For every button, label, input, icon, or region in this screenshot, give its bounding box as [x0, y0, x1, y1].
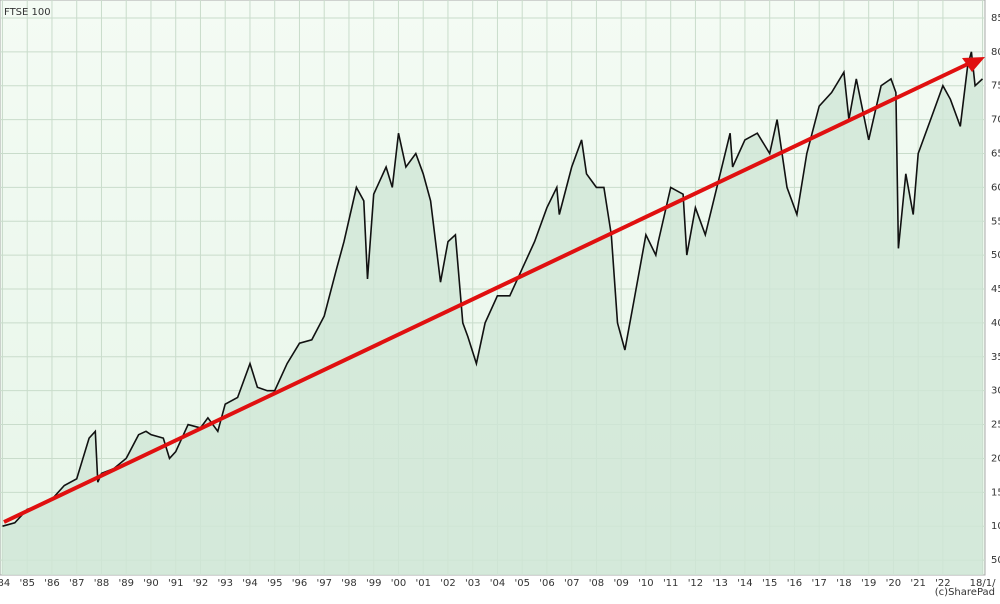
- price-line: [2, 51, 984, 527]
- copyright: (c)SharePad: [935, 587, 995, 598]
- y-tick-label: 2500: [991, 420, 1000, 431]
- y-tick-label: 2000: [991, 453, 1000, 464]
- y-tick-label: 6000: [991, 182, 1000, 193]
- x-tick-label: '94: [242, 578, 257, 589]
- y-tick-label: 500: [991, 555, 1000, 566]
- y-tick-label: 4500: [991, 284, 1000, 295]
- x-tick-label: '21: [910, 578, 925, 589]
- y-tick-label: 5500: [991, 216, 1000, 227]
- y-tick-label: 7500: [991, 81, 1000, 92]
- x-tick-label: '85: [19, 578, 34, 589]
- x-tick-label: '16: [787, 578, 802, 589]
- x-tick-label: '95: [267, 578, 282, 589]
- x-tick-label: '10: [638, 578, 653, 589]
- x-tick-label: '00: [391, 578, 406, 589]
- y-tick-label: 6500: [991, 148, 1000, 159]
- x-tick-label: '07: [564, 578, 579, 589]
- y-tick-label: 8500: [991, 13, 1000, 24]
- area-fill: [2, 51, 983, 575]
- x-tick-label: '93: [217, 578, 232, 589]
- x-tick-label: '02: [440, 578, 455, 589]
- x-tick-label: 18/1/: [970, 578, 996, 589]
- trend-arrowhead: [962, 57, 985, 72]
- trend-arrow: [3, 60, 973, 524]
- x-tick-label: '90: [143, 578, 158, 589]
- x-tick-label: '08: [589, 578, 604, 589]
- x-tick-label: '96: [292, 578, 307, 589]
- x-tick-label: '99: [366, 578, 381, 589]
- x-tick-label: '05: [514, 578, 529, 589]
- x-tick-label: '06: [539, 578, 554, 589]
- x-tick-label: '92: [193, 578, 208, 589]
- x-tick-label: '03: [465, 578, 480, 589]
- x-tick-label: '12: [688, 578, 703, 589]
- x-tick-label: '20: [886, 578, 901, 589]
- y-tick-label: 3500: [991, 352, 1000, 363]
- x-tick-label: '87: [69, 578, 84, 589]
- x-tick-label: '98: [341, 578, 356, 589]
- x-tick-label: '84: [0, 578, 10, 589]
- y-tick-label: 1000: [991, 521, 1000, 532]
- chart-title: FTSE 100: [4, 7, 51, 18]
- y-tick-label: 3000: [991, 386, 1000, 397]
- x-tick-label: '17: [811, 578, 826, 589]
- x-tick-label: '09: [613, 578, 628, 589]
- x-tick-label: '22: [935, 578, 950, 589]
- x-tick-label: '19: [861, 578, 876, 589]
- x-tick-label: '91: [168, 578, 183, 589]
- x-tick-label: '14: [737, 578, 752, 589]
- y-tick-label: 5000: [991, 250, 1000, 261]
- y-tick-label: 8000: [991, 47, 1000, 58]
- x-tick-label: '01: [415, 578, 430, 589]
- x-tick-label: '13: [712, 578, 727, 589]
- y-tick-label: 7000: [991, 115, 1000, 126]
- x-tick-label: '89: [118, 578, 133, 589]
- x-tick-label: '04: [490, 578, 505, 589]
- x-tick-label: '11: [663, 578, 678, 589]
- y-tick-label: 1500: [991, 487, 1000, 498]
- x-tick-label: '18: [836, 578, 851, 589]
- x-tick-label: '88: [94, 578, 109, 589]
- x-tick-label: '86: [44, 578, 59, 589]
- y-tick-label: 4000: [991, 318, 1000, 329]
- x-tick-label: '97: [316, 578, 331, 589]
- x-tick-label: '15: [762, 578, 777, 589]
